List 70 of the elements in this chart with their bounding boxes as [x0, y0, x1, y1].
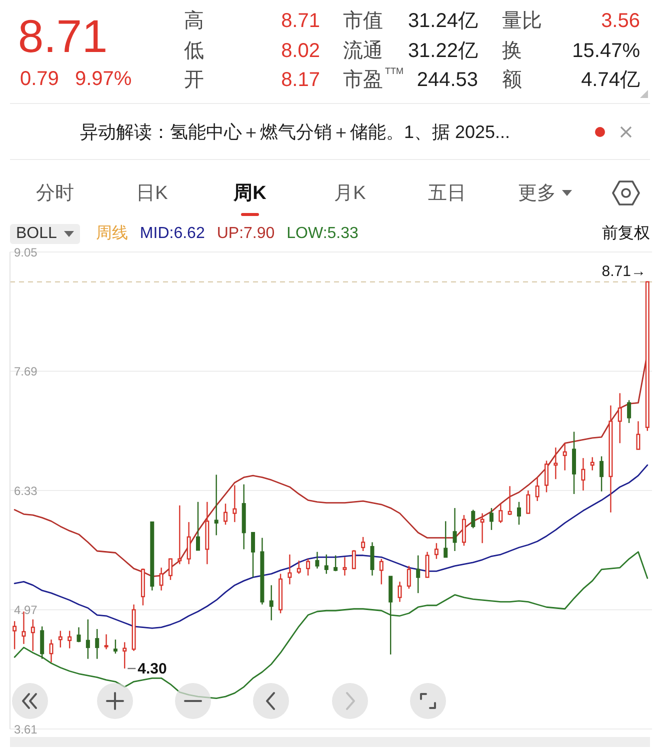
text: 分时 — [36, 182, 74, 204]
line-series — [14, 551, 648, 700]
text: 换 — [502, 39, 522, 63]
text: 3.56 — [601, 9, 640, 33]
text: 市值 — [343, 9, 383, 33]
text: 9.97% — [75, 67, 132, 91]
candlestick — [214, 474, 218, 536]
candlestick — [260, 537, 264, 606]
text: 8.71 — [281, 9, 320, 33]
text: 244.53 — [416, 68, 478, 92]
candlestick — [480, 512, 484, 544]
text: 高 — [184, 9, 204, 33]
candlestick — [178, 504, 182, 565]
candlestick — [232, 484, 237, 523]
candlestick — [159, 567, 164, 592]
text: LOW:5.33 — [286, 224, 358, 244]
candlestick — [242, 484, 246, 550]
text: 开 — [184, 68, 204, 92]
text: 0.79 — [20, 67, 59, 91]
text: 低 — [184, 39, 204, 63]
text: 31.24亿 — [408, 9, 478, 33]
text: 月K — [334, 182, 366, 204]
candlestick — [288, 554, 292, 585]
text: 市盈$^{TTM}$ — [343, 66, 404, 92]
y-tick-label: 3.61 — [14, 722, 38, 736]
candlestick — [205, 501, 210, 565]
candlestick — [452, 507, 457, 552]
candlestick — [608, 404, 613, 514]
candlestick — [95, 628, 100, 660]
ref-line-label: 8.71→ — [602, 262, 646, 280]
candlestick — [49, 638, 54, 663]
text: 异动解读：氢能中心＋燃气分销＋储能。1、据 2025... — [80, 121, 510, 143]
line-series — [14, 464, 648, 629]
dropdown-box: BOLL — [10, 224, 80, 244]
candlestick — [416, 554, 420, 594]
candlestick — [535, 476, 540, 502]
text: 流通 — [343, 39, 383, 63]
candlestick — [186, 521, 191, 565]
text: UP:7.90 — [216, 224, 275, 244]
y-tick-label: 9.05 — [14, 245, 38, 260]
y-tick-label: 4.97 — [14, 603, 38, 618]
text: 8.17 — [281, 68, 320, 92]
candlestick — [342, 556, 347, 576]
candlestick — [269, 584, 274, 621]
candlestick — [581, 457, 586, 492]
text: 周线 — [96, 224, 128, 244]
candlestick — [398, 581, 402, 602]
text: 15.47% — [572, 39, 640, 63]
text: 更多 — [518, 182, 556, 204]
text: MID:6.62 — [140, 224, 205, 244]
y-tick-label: 6.33 — [14, 484, 38, 498]
text: 4.74亿 — [581, 68, 640, 92]
candlestick — [572, 431, 576, 495]
candlestick — [370, 542, 374, 576]
text: 额 — [502, 68, 522, 92]
candlestick — [315, 551, 320, 570]
text: 8.71 — [18, 8, 108, 64]
candlestick — [86, 618, 90, 660]
text: 前复权 — [602, 224, 650, 244]
y-tick-label: 7.69 — [14, 364, 38, 379]
text: 五日 — [428, 182, 466, 204]
legend-title: BOLL — [16, 224, 57, 244]
annotation: 4.30 — [138, 660, 167, 678]
text: 8.02 — [281, 39, 320, 63]
candlestick — [618, 392, 622, 444]
text: 日K — [136, 182, 168, 204]
candlestick — [554, 446, 558, 480]
text: 31.22亿 — [408, 39, 478, 63]
text: 量比 — [502, 9, 542, 33]
text: 周K — [234, 182, 266, 204]
